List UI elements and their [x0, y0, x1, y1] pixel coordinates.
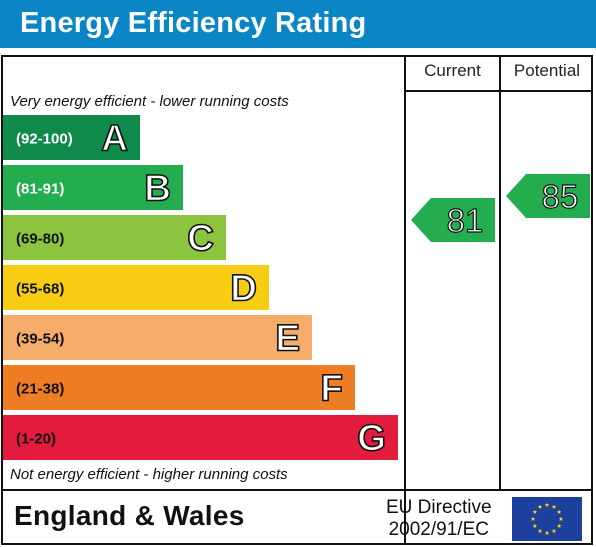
page-title: Energy Efficiency Rating [20, 7, 367, 39]
column-divider-potential [499, 55, 501, 491]
band-letter-g: G [357, 418, 386, 459]
band-letter-e: E [275, 318, 300, 359]
eu-star-icon [558, 516, 564, 521]
header-bar: Energy Efficiency Rating [0, 0, 596, 48]
band-bar-a [3, 115, 140, 160]
band-letter-f: F [320, 368, 343, 409]
band-bar-c [3, 215, 226, 260]
note-top: Very energy efficient - lower running co… [10, 93, 289, 110]
column-header-current: Current [424, 61, 481, 80]
eu-star-icon [537, 528, 543, 534]
eu-star-icon [551, 528, 557, 534]
band-range-f: (21-38) [16, 381, 64, 398]
current-rating-value: 81 [447, 202, 484, 239]
eu-star-icon [537, 504, 543, 509]
potential-rating-value: 85 [542, 178, 579, 215]
column-header-divider [404, 90, 593, 92]
band-letter-d: D [230, 268, 257, 309]
band-bar-g [3, 415, 398, 460]
eu-star-icon [551, 504, 557, 509]
footer-country: England & Wales [14, 500, 245, 531]
eu-star-icon [532, 509, 538, 514]
eu-star-icon [556, 523, 562, 528]
eu-star-icon [556, 509, 562, 514]
band-range-c: (69-80) [16, 231, 64, 248]
column-header-potential: Potential [513, 61, 581, 80]
eu-directive-line2: 2002/91/EC [388, 519, 489, 540]
band-letter-b: B [144, 168, 171, 209]
band-bar-e [3, 315, 312, 360]
band-letter-a: A [101, 118, 128, 159]
eu-flag-icon [512, 497, 582, 541]
eu-star-icon [532, 523, 538, 528]
band-bar-d [3, 265, 269, 310]
footer-divider [1, 489, 593, 491]
potential-rating-arrow [506, 174, 590, 218]
band-range-e: (39-54) [16, 331, 64, 348]
band-range-g: (1-20) [16, 431, 56, 448]
eu-star-icon [530, 516, 536, 521]
eu-star-icon [544, 502, 550, 507]
current-rating-arrow [411, 198, 495, 242]
rating-frame [1, 55, 593, 545]
eu-star-icon [544, 530, 550, 535]
band-bar-b [3, 165, 183, 210]
band-letter-c: C [187, 218, 214, 259]
band-range-d: (55-68) [16, 281, 64, 298]
eu-directive-line1: EU Directive [386, 497, 492, 518]
note-bottom: Not energy efficient - higher running co… [10, 466, 288, 483]
band-range-a: (92-100) [16, 131, 73, 148]
eu-directive: EU Directive 2002/91/EC [386, 497, 492, 541]
column-divider-current [404, 55, 406, 545]
band-bar-f [3, 365, 355, 410]
band-range-b: (81-91) [16, 181, 64, 198]
